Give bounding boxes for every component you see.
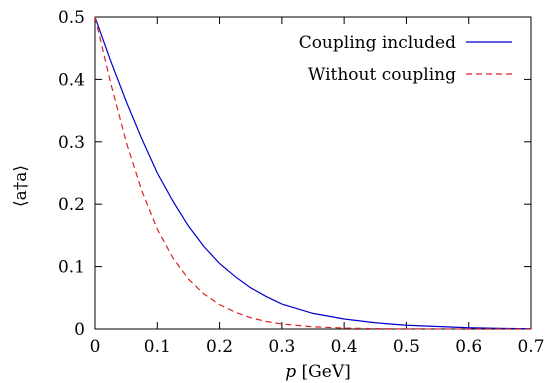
x-tick-label: 0.4 xyxy=(331,337,358,357)
legend-label: Without coupling xyxy=(308,65,456,85)
x-tick-label: 0.3 xyxy=(268,337,295,357)
y-tick-label: 0 xyxy=(74,320,85,340)
x-tick-label: 0.1 xyxy=(144,337,171,357)
legend-label: Coupling included xyxy=(299,33,456,53)
series-line-coupling-included xyxy=(94,16,532,330)
legend: Coupling included Without coupling xyxy=(299,33,512,85)
series-line-without-coupling xyxy=(94,16,531,330)
x-tick-label: 0.2 xyxy=(206,337,233,357)
y-tick-label: 0.5 xyxy=(58,8,85,28)
x-axis-label: p [GeV] xyxy=(285,362,350,382)
x-tick-label: 0.5 xyxy=(393,337,420,357)
y-tick-label: 0.3 xyxy=(58,133,85,153)
plot-border xyxy=(94,16,532,330)
x-tick-label: 0.7 xyxy=(517,337,544,357)
x-tick-label: 0.6 xyxy=(455,337,482,357)
series-layer xyxy=(94,16,532,330)
x-axis-ticks: 0 0.1 0.2 0.3 0.4 0.5 0.6 0.7 xyxy=(90,17,545,357)
x-tick-label: 0 xyxy=(90,337,101,357)
y-tick-label: 0.2 xyxy=(58,195,85,215)
plot-frame xyxy=(94,16,532,330)
y-axis-label: ⟨a†a⟩ xyxy=(11,165,31,207)
y-tick-label: 0.4 xyxy=(58,70,85,90)
y-axis-ticks: 0 0.1 0.2 0.3 0.4 0.5 xyxy=(58,8,531,340)
y-tick-label: 0.1 xyxy=(58,258,85,278)
